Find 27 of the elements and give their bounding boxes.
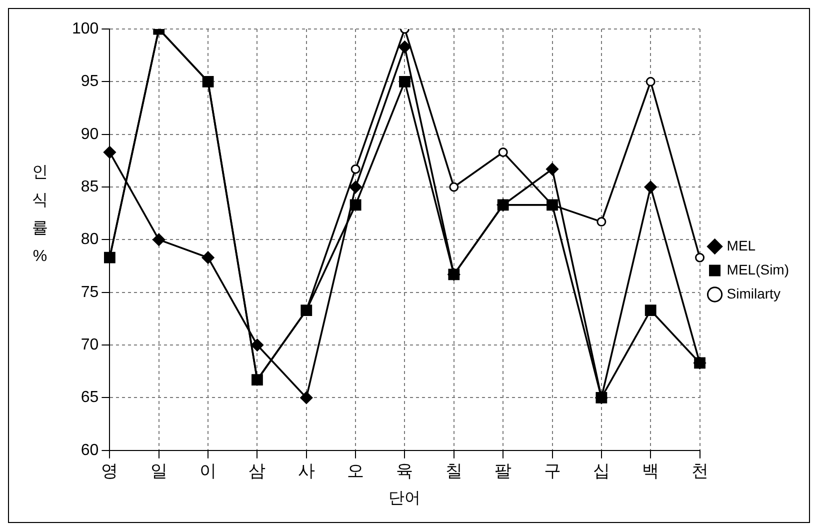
y-tick-label: 95 xyxy=(80,73,99,90)
y-tick-label: 85 xyxy=(80,178,99,196)
x-axis-title: 단어 xyxy=(388,490,421,507)
legend-label: Similarty xyxy=(726,285,780,302)
y-tick-label: 65 xyxy=(80,389,99,406)
x-tick-label: 사 xyxy=(298,461,315,480)
y-tick-label: 90 xyxy=(80,126,99,143)
x-tick-label: 십 xyxy=(592,461,610,480)
x-tick-label: 천 xyxy=(691,461,708,480)
y-axis-title: 인식률 % xyxy=(31,163,49,267)
legend-label: MEL xyxy=(726,237,756,254)
x-tick-label: 이 xyxy=(200,461,217,480)
y-tick-label: 70 xyxy=(80,336,99,354)
y-tick-label: 100 xyxy=(72,20,99,38)
x-tick-label: 구 xyxy=(544,461,561,480)
x-tick-label: 오 xyxy=(347,461,364,480)
legend-label: MEL(Sim) xyxy=(726,261,790,278)
x-tick-label: 일 xyxy=(150,461,168,480)
x-tick-label: 영 xyxy=(101,461,118,480)
x-tick-label: 칠 xyxy=(445,461,462,480)
y-tick-label: 75 xyxy=(80,284,99,301)
x-tick-label: 백 xyxy=(642,461,660,480)
y-tick-label: 80 xyxy=(80,231,99,248)
x-tick-label: 팔 xyxy=(494,461,512,480)
x-tick-label: 삼 xyxy=(248,461,266,480)
x-tick-label: 육 xyxy=(396,461,414,480)
y-tick-label: 60 xyxy=(80,442,99,459)
